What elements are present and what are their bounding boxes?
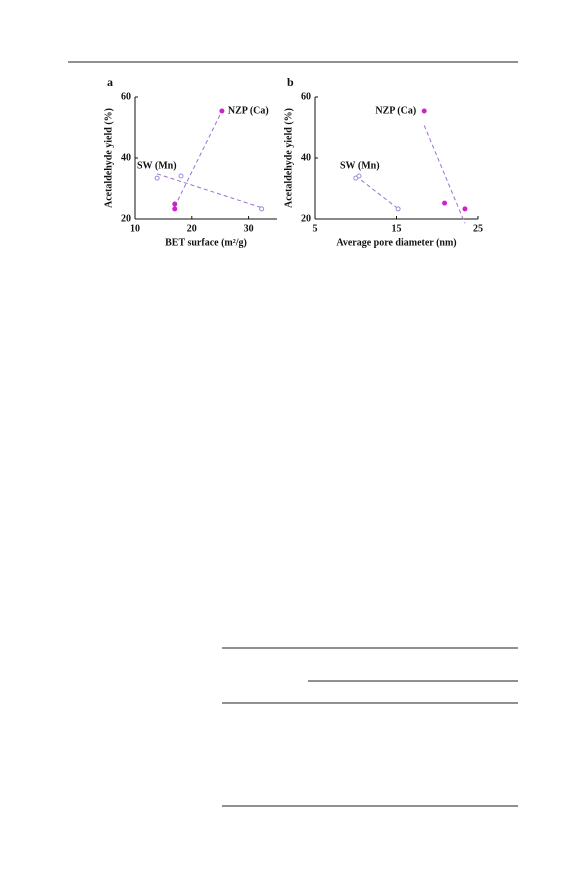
y-tick-label: 60 bbox=[121, 91, 131, 102]
y-axis-label: Acetaldehyde yield (%) bbox=[283, 108, 294, 208]
series-label: SW (Mn) bbox=[340, 160, 380, 171]
point bbox=[259, 206, 265, 212]
point bbox=[172, 201, 178, 207]
series-label: NZP (Ca) bbox=[375, 105, 416, 116]
x-axis-label: BET surface (m²/g) bbox=[165, 237, 247, 248]
point bbox=[462, 206, 468, 212]
series-label: SW (Mn) bbox=[137, 160, 177, 171]
x-tick-label: 20 bbox=[187, 223, 197, 234]
y-tick-label: 20 bbox=[121, 213, 131, 224]
trend-line bbox=[423, 125, 466, 224]
point bbox=[356, 173, 362, 179]
y-tick-label: 40 bbox=[121, 152, 131, 163]
point bbox=[178, 173, 184, 179]
series-label: NZP (Ca) bbox=[228, 105, 269, 116]
y-tick-label: 20 bbox=[301, 213, 311, 224]
x-tick-label: 15 bbox=[392, 223, 402, 234]
trend-line bbox=[355, 175, 399, 210]
panel-label: b bbox=[287, 75, 294, 89]
point bbox=[442, 200, 448, 206]
y-tick-label: 60 bbox=[301, 91, 311, 102]
x-tick-label: 25 bbox=[473, 223, 483, 234]
point bbox=[154, 175, 160, 181]
x-tick-label: 5 bbox=[313, 223, 318, 234]
point bbox=[172, 206, 178, 212]
x-axis-label: Average pore diameter (nm) bbox=[336, 237, 456, 248]
point bbox=[219, 108, 225, 114]
x-tick-label: 30 bbox=[244, 223, 254, 234]
trend-line bbox=[174, 110, 223, 207]
y-tick-label: 40 bbox=[301, 152, 311, 163]
point bbox=[421, 108, 427, 114]
point bbox=[395, 206, 401, 212]
trend-line bbox=[156, 173, 262, 209]
panel-label: a bbox=[107, 75, 113, 89]
y-axis-label: Acetaldehyde yield (%) bbox=[103, 108, 114, 208]
x-tick-label: 10 bbox=[130, 223, 140, 234]
